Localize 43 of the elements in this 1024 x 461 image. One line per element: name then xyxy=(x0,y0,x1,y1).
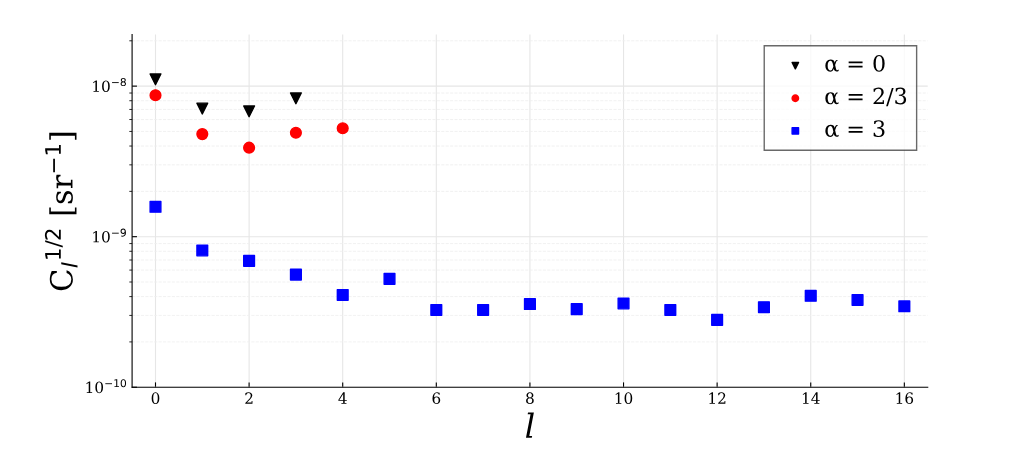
point xyxy=(243,141,256,154)
point xyxy=(851,293,864,307)
x-axis-title: l xyxy=(525,412,534,438)
x-tick-label: 8 xyxy=(526,392,534,404)
point xyxy=(898,300,911,313)
point xyxy=(289,126,302,139)
point xyxy=(149,89,162,102)
point xyxy=(383,272,396,285)
y-tick-label: 10$^{−8}$ xyxy=(93,78,126,93)
point xyxy=(149,73,162,86)
legend-label: α = 0 xyxy=(825,54,885,72)
point xyxy=(430,303,443,317)
point xyxy=(196,128,209,141)
x-tick-label: 6 xyxy=(432,392,441,404)
x-tick-label: 2 xyxy=(245,392,253,404)
point xyxy=(477,303,490,317)
x-tick-label: 4 xyxy=(338,392,347,404)
point xyxy=(523,297,536,311)
point xyxy=(289,92,302,105)
point xyxy=(617,297,630,310)
x-tick-label: 0 xyxy=(151,392,160,404)
y-tick-label: 10$^{−10}$ xyxy=(86,379,127,394)
point xyxy=(243,105,256,118)
y-axis-title: C$_{l}$$^{1/2}$ [sr$^{−1}$] xyxy=(44,132,78,291)
point xyxy=(664,303,677,317)
point xyxy=(711,313,724,326)
point xyxy=(570,303,583,316)
point xyxy=(336,122,349,135)
legend-label: α = 2/3 xyxy=(825,87,907,107)
point xyxy=(196,244,209,257)
x-tick-label: 12 xyxy=(709,392,726,404)
x-tick-label: 14 xyxy=(802,392,820,404)
y-tick-label: 10$^{−9}$ xyxy=(93,228,126,243)
x-tick-label: 16 xyxy=(896,392,914,404)
point xyxy=(757,301,771,314)
point xyxy=(804,289,817,302)
point xyxy=(243,254,256,268)
legend-label: α = 3 xyxy=(825,120,885,138)
x-tick-label: 10 xyxy=(615,392,633,404)
point xyxy=(289,268,302,281)
point xyxy=(196,102,209,115)
point xyxy=(336,288,349,302)
point xyxy=(149,200,162,213)
